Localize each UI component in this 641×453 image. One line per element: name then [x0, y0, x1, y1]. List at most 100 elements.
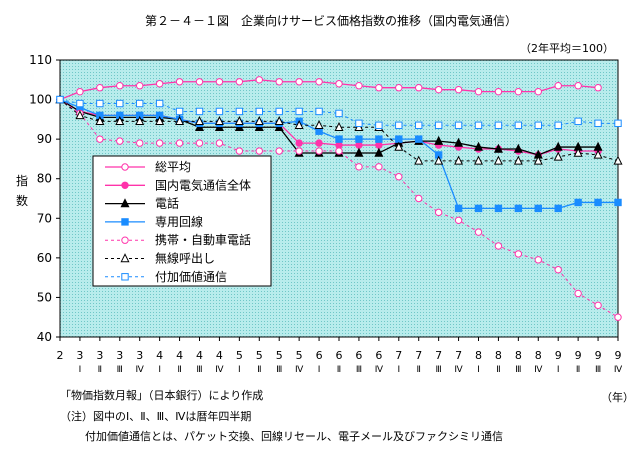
data-point — [195, 139, 204, 147]
x-tick-quarter: Ⅳ — [136, 365, 145, 375]
data-point — [335, 80, 343, 88]
x-tick-year: 8 — [535, 349, 542, 362]
data-point — [116, 99, 124, 108]
data-point — [395, 121, 403, 129]
y-tick-label: 100 — [29, 93, 52, 107]
legend-label: 付加価値通信 — [155, 269, 227, 284]
data-point — [76, 87, 84, 96]
legend-label: 無線呼出し — [155, 251, 215, 266]
data-point — [414, 155, 424, 165]
data-point — [315, 147, 323, 155]
data-point — [454, 85, 463, 94]
data-point — [235, 78, 244, 86]
data-point — [136, 139, 144, 147]
data-point — [375, 121, 383, 129]
data-point — [434, 121, 443, 129]
data-point — [394, 141, 404, 151]
data-point — [553, 141, 563, 151]
y-axis-label: 指 — [16, 173, 28, 188]
data-point — [473, 141, 484, 151]
data-point — [514, 121, 523, 129]
y-tick-label: 50 — [37, 290, 52, 304]
data-point — [375, 135, 383, 143]
x-tick-year: 8 — [515, 349, 522, 362]
data-point — [554, 266, 562, 274]
legend-label: 携帯・自動車電話 — [155, 232, 251, 247]
legend-marker — [121, 236, 129, 244]
data-point — [474, 87, 483, 96]
data-point — [295, 147, 303, 155]
x-tick-year: 4 — [176, 349, 183, 362]
x-tick-quarter: Ⅲ — [436, 365, 442, 375]
data-point — [554, 82, 562, 90]
data-point — [415, 194, 423, 203]
data-point — [275, 107, 283, 116]
data-point — [315, 139, 323, 147]
data-point — [175, 116, 185, 126]
y-tick-label: 70 — [37, 211, 52, 225]
data-point — [274, 116, 284, 126]
data-point — [96, 84, 104, 92]
x-tick-quarter: Ⅲ — [515, 365, 521, 375]
x-tick-quarter: Ⅲ — [595, 365, 601, 375]
data-point — [155, 99, 164, 108]
legend-marker — [121, 273, 129, 281]
data-point — [215, 107, 224, 116]
data-point — [355, 82, 363, 90]
data-point — [175, 78, 184, 86]
data-point — [116, 137, 124, 145]
data-point — [434, 135, 444, 145]
vas-note: 付加価値通信とは、パケット交換、回線リセール、電子メール及びファクシミリ通信 — [85, 430, 503, 443]
data-point — [255, 107, 263, 116]
x-tick-year: 7 — [455, 349, 462, 362]
x-tick-year: 6 — [375, 349, 382, 362]
y-tick-label: 110 — [29, 53, 52, 67]
data-point — [235, 107, 244, 116]
data-point — [573, 147, 583, 157]
legend-label: 専用回線 — [155, 214, 203, 229]
data-point — [513, 155, 523, 165]
x-tick-quarter: Ⅰ — [397, 365, 400, 375]
x-tick-year: 9 — [615, 349, 622, 362]
data-point — [434, 208, 443, 217]
x-tick-quarter: Ⅲ — [276, 365, 282, 375]
data-point — [474, 204, 483, 213]
legend-label: 総平均 — [155, 160, 191, 174]
y-tick-label: 80 — [37, 172, 52, 186]
data-point — [493, 155, 503, 165]
data-point — [194, 116, 205, 126]
data-point — [534, 204, 542, 213]
data-point — [335, 147, 343, 155]
x-tick-year: 4 — [156, 349, 163, 362]
x-tick-quarter: Ⅳ — [215, 365, 224, 375]
data-point — [95, 116, 105, 126]
data-point — [614, 313, 622, 321]
series-line-4 — [59, 99, 619, 318]
data-point — [234, 116, 244, 126]
data-point — [434, 85, 443, 94]
data-point — [175, 139, 184, 147]
data-point — [175, 107, 184, 116]
x-tick-year: 3 — [116, 349, 123, 362]
data-point — [355, 135, 363, 143]
data-point — [574, 117, 582, 126]
x-tick-year: 2 — [57, 349, 64, 362]
data-point — [554, 121, 562, 129]
data-point — [395, 135, 403, 143]
data-point — [315, 107, 323, 116]
legend-marker — [120, 253, 130, 263]
x-tick-year: 6 — [355, 349, 362, 362]
x-tick-year: 6 — [336, 349, 343, 362]
data-point — [355, 119, 363, 128]
x-tick-quarter: Ⅳ — [534, 365, 543, 375]
x-tick-year: 7 — [435, 349, 442, 362]
data-point — [574, 82, 582, 90]
data-point — [473, 155, 484, 165]
data-point — [554, 204, 562, 213]
x-tick-year: 5 — [236, 349, 243, 362]
data-point — [594, 84, 602, 92]
x-tick-quarter: Ⅱ — [576, 365, 580, 375]
series-line-6 — [59, 99, 618, 126]
data-point — [255, 76, 263, 84]
